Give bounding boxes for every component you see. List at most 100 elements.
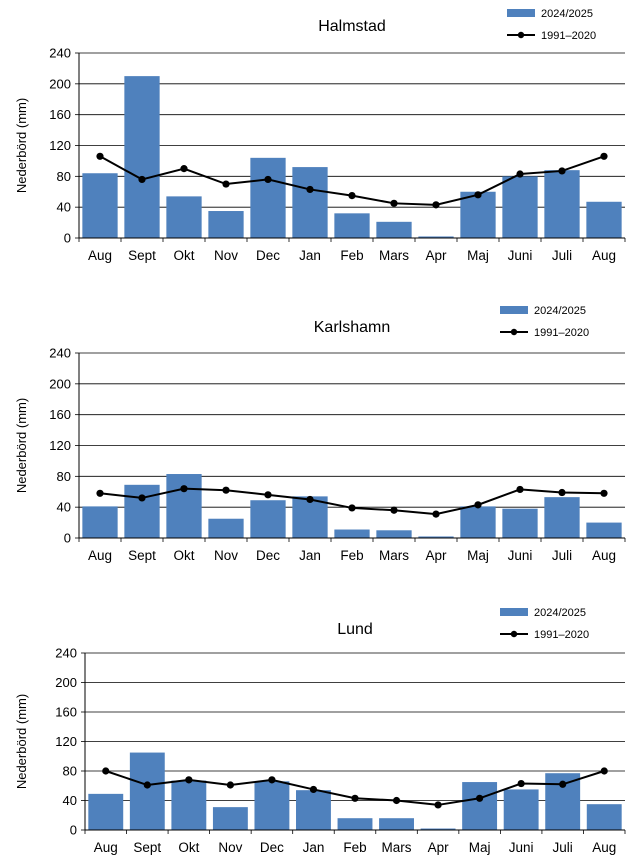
- x-tick-label: Jan: [299, 548, 321, 563]
- x-tick-label: Dec: [256, 248, 280, 263]
- x-tick-label: Aug: [88, 248, 112, 263]
- bar: [88, 793, 124, 830]
- line-point: [185, 776, 193, 784]
- legend-bar-swatch: [507, 9, 535, 17]
- x-tick-label: Feb: [343, 840, 366, 855]
- legend: 2024/2025 1991–2020: [500, 607, 589, 641]
- bar: [586, 804, 622, 830]
- bar: [171, 780, 207, 830]
- legend-bar-swatch: [500, 608, 528, 616]
- y-tick-label: 200: [49, 76, 71, 91]
- bar: [208, 518, 244, 538]
- bar: [254, 781, 290, 830]
- x-tick-label: Mars: [382, 840, 412, 855]
- bar: [376, 221, 412, 238]
- bar: [460, 506, 496, 538]
- x-tick-label: Juli: [553, 840, 573, 855]
- x-tick-label: Okt: [173, 248, 194, 263]
- bar: [296, 790, 331, 830]
- line-point: [474, 191, 482, 199]
- legend: 2024/2025 1991–2020: [507, 8, 596, 42]
- line-point: [390, 199, 398, 207]
- x-tick-label: Okt: [178, 840, 199, 855]
- x-tick-label: Feb: [340, 248, 363, 263]
- bar: [502, 508, 538, 538]
- line-point: [180, 165, 188, 173]
- line-point: [143, 781, 151, 789]
- legend-line-marker: [510, 328, 518, 336]
- y-axis-label: Nederbörd (mm): [14, 398, 29, 493]
- line-point: [432, 201, 440, 209]
- y-tick-label: 0: [64, 231, 71, 246]
- x-tick-label: Feb: [340, 548, 363, 563]
- line-point: [600, 767, 608, 775]
- bar: [418, 236, 454, 238]
- bar: [379, 818, 414, 830]
- bar: [250, 500, 286, 538]
- bar: [208, 211, 244, 238]
- line-point: [600, 152, 608, 160]
- x-tick-label: Aug: [592, 248, 616, 263]
- chart-karlshamn: 0 40 80 120 160 200 240 Aug Sept Okt Nov Dec Jan Feb M…: [14, 305, 626, 563]
- bar: [420, 828, 456, 830]
- bar: [460, 191, 496, 238]
- y-tick-label: 160: [49, 407, 71, 422]
- line-point: [474, 501, 482, 509]
- bar: [544, 497, 580, 538]
- x-tick-label: Juli: [552, 248, 572, 263]
- bar: [124, 76, 160, 238]
- y-tick-label: 200: [55, 675, 77, 690]
- x-tick-label: Dec: [256, 548, 280, 563]
- x-tick-label: Nov: [214, 248, 238, 263]
- line-point: [392, 796, 401, 805]
- chart-title: Karlshamn: [314, 319, 390, 336]
- x-tick-label: Sept: [128, 248, 156, 263]
- line-point: [222, 486, 230, 494]
- x-tick-label: Sept: [128, 548, 156, 563]
- bar: [292, 496, 328, 538]
- bar: [82, 506, 118, 538]
- chart-title: Halmstad: [318, 18, 386, 35]
- x-tick-label: Aug: [592, 548, 616, 563]
- legend-label: 2024/2025: [534, 607, 586, 619]
- bar: [166, 474, 202, 538]
- x-tick-label: Aug: [88, 548, 112, 563]
- y-tick-label: 240: [49, 346, 71, 361]
- x-tick-label: Dec: [260, 840, 284, 855]
- y-tick-label: 40: [63, 793, 77, 808]
- line-point: [558, 488, 566, 497]
- y-tick-label: 80: [57, 469, 71, 484]
- chart-halmstad: 0 40 80 120 160 200 240 Aug Sept Okt Nov Dec Jan Feb M…: [14, 8, 626, 263]
- bar: [544, 170, 580, 238]
- line-point: [264, 491, 272, 499]
- y-tick-label: 240: [55, 646, 77, 661]
- line-point: [516, 170, 524, 178]
- line-point: [96, 152, 104, 160]
- x-tick-label: Juni: [508, 548, 533, 563]
- y-tick-label: 160: [49, 107, 71, 122]
- x-tick-label: Apr: [425, 548, 447, 563]
- x-tick-label: Nov: [214, 548, 238, 563]
- x-tick-label: Sept: [133, 840, 161, 855]
- chart-title: Lund: [337, 621, 373, 638]
- line-point: [600, 489, 608, 497]
- y-axis-label: Nederbörd (mm): [14, 694, 29, 789]
- bar: [462, 782, 498, 830]
- legend-label: 2024/2025: [541, 8, 593, 20]
- x-tick-label: Mars: [379, 248, 409, 263]
- bar: [586, 522, 622, 538]
- line-point: [517, 779, 525, 788]
- line-point: [306, 495, 314, 504]
- line-point: [351, 794, 359, 802]
- line-point: [180, 485, 188, 493]
- bar: [418, 536, 454, 538]
- x-tick-label: Aug: [94, 840, 118, 855]
- legend: 2024/2025 1991–2020: [500, 305, 589, 339]
- y-tick-label: 80: [57, 169, 71, 184]
- line-point: [558, 167, 566, 175]
- bar: [124, 484, 160, 538]
- x-tick-label: Apr: [428, 840, 450, 855]
- line-point: [559, 780, 567, 788]
- x-tick-label: Okt: [173, 548, 194, 563]
- x-tick-label: Juli: [552, 548, 572, 563]
